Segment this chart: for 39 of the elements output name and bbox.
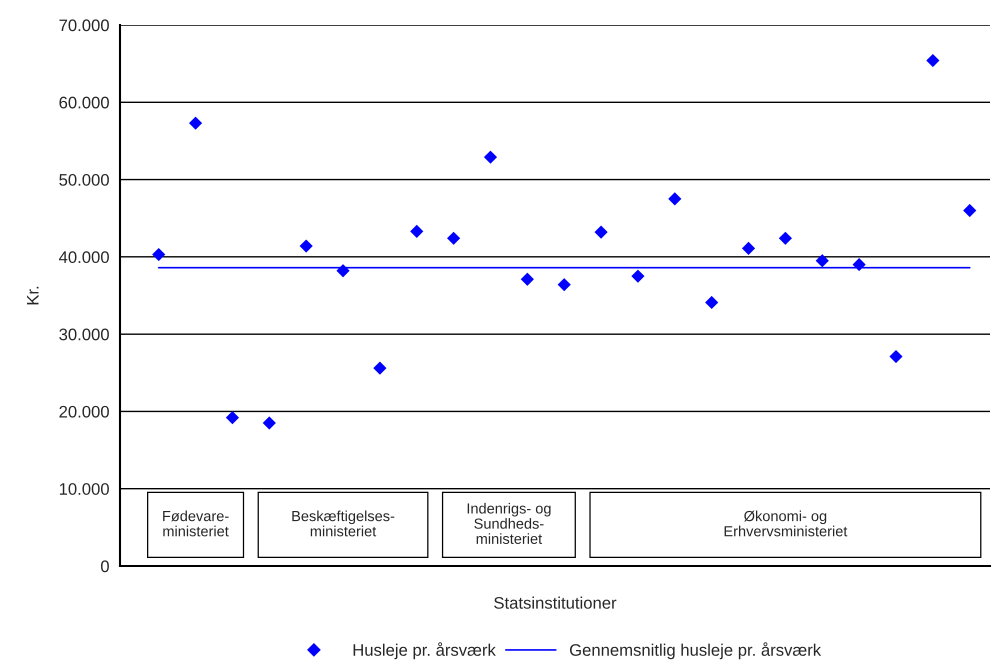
annotation: Beskæftigelses- ministeriet xyxy=(292,510,394,536)
point xyxy=(152,248,166,262)
y-axis-title: Kr. xyxy=(27,286,38,304)
point xyxy=(742,242,756,255)
y-tick-label: 0 xyxy=(100,560,109,572)
y-tick-label: 70.000 xyxy=(59,19,109,32)
y-tick-label: 60.000 xyxy=(59,96,109,108)
y-tick-label: 40.000 xyxy=(58,251,109,264)
point xyxy=(926,54,940,68)
point xyxy=(520,272,534,286)
point xyxy=(963,204,976,218)
legend-label: Gennemsnitlig husleje pr. årsværk xyxy=(570,642,822,660)
point xyxy=(705,296,718,310)
legend-label: Husleje pr. årsværk xyxy=(354,642,496,660)
point xyxy=(484,150,498,164)
y-tick-label: 20.000 xyxy=(59,406,109,418)
point xyxy=(188,116,202,130)
y-tick-label: 30.000 xyxy=(59,328,109,340)
annotation: Fødevare- ministeriet xyxy=(163,510,229,536)
x-axis-title: Statsinstitutioner xyxy=(494,596,616,609)
point xyxy=(594,226,608,239)
point xyxy=(816,254,829,268)
point xyxy=(668,192,682,206)
point xyxy=(558,278,571,292)
point xyxy=(300,239,313,253)
point xyxy=(852,258,866,272)
y-tick-label: 50.000 xyxy=(59,174,109,186)
point xyxy=(631,270,645,283)
point xyxy=(336,264,350,278)
point xyxy=(373,362,386,375)
point xyxy=(447,232,460,245)
point xyxy=(889,350,903,364)
annotation: Indenrigs- og Sundheds- ministeriet xyxy=(468,502,551,544)
annotation: Økonomi- og Erhvervsministeriet xyxy=(724,510,848,536)
point xyxy=(410,224,424,238)
point xyxy=(262,416,276,430)
point xyxy=(226,411,240,424)
y-tick-label: 10.000 xyxy=(60,483,109,495)
point xyxy=(778,232,792,245)
